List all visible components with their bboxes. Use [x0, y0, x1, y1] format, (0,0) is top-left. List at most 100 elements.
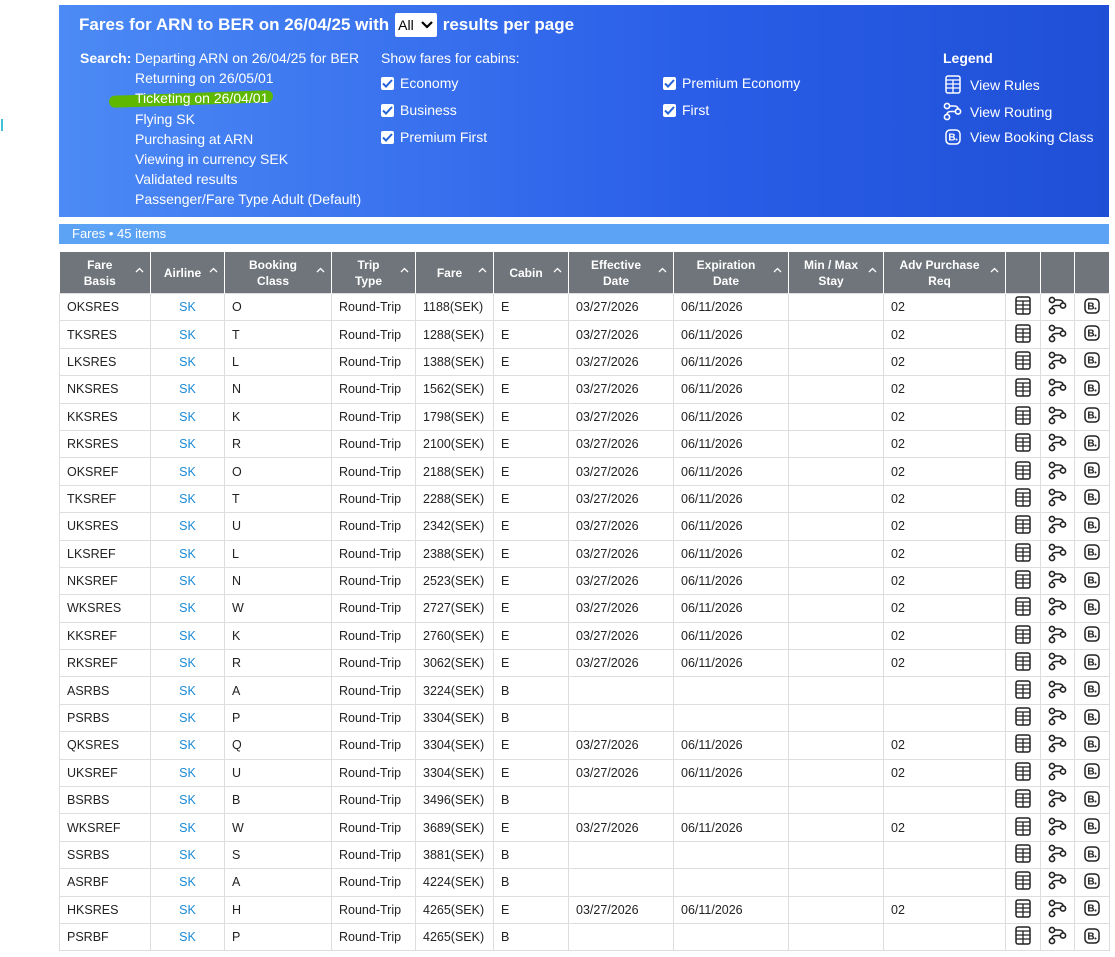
action-cell[interactable]: B	[1074, 429, 1110, 459]
action-cell[interactable]	[1040, 703, 1075, 733]
action-cell[interactable]	[1005, 813, 1041, 842]
table-cell[interactable]: SK	[150, 484, 225, 514]
action-cell[interactable]: B	[1074, 649, 1110, 678]
table-cell[interactable]: SK	[150, 539, 225, 568]
action-cell[interactable]	[1005, 539, 1041, 568]
action-cell[interactable]	[1040, 512, 1075, 541]
column-header[interactable]: Booking Class	[224, 252, 332, 294]
action-cell[interactable]	[1040, 621, 1075, 651]
action-cell[interactable]: B	[1074, 347, 1110, 377]
action-cell[interactable]	[1040, 731, 1075, 760]
action-cell[interactable]	[1005, 320, 1041, 349]
action-cell[interactable]: B	[1074, 922, 1110, 952]
action-cell[interactable]	[1040, 347, 1075, 377]
action-cell[interactable]	[1005, 429, 1041, 459]
action-cell[interactable]	[1005, 375, 1041, 404]
table-cell[interactable]: SK	[150, 320, 225, 349]
action-cell[interactable]	[1005, 786, 1041, 815]
table-cell[interactable]: SK	[150, 347, 225, 377]
action-cell[interactable]	[1005, 292, 1041, 322]
action-cell[interactable]	[1005, 868, 1041, 897]
action-cell[interactable]	[1040, 375, 1075, 404]
table-cell[interactable]: SK	[150, 649, 225, 678]
action-cell[interactable]: B	[1074, 484, 1110, 514]
action-cell[interactable]: B	[1074, 292, 1110, 322]
column-header[interactable]: Fare	[415, 252, 494, 294]
action-cell[interactable]	[1005, 922, 1041, 952]
action-cell[interactable]	[1005, 457, 1041, 486]
action-cell[interactable]	[1040, 786, 1075, 815]
action-cell[interactable]	[1005, 758, 1041, 788]
column-header[interactable]: Trip Type	[331, 252, 416, 294]
table-cell[interactable]: SK	[150, 375, 225, 404]
action-cell[interactable]	[1040, 922, 1075, 952]
table-cell[interactable]: SK	[150, 512, 225, 541]
action-cell[interactable]	[1040, 649, 1075, 678]
action-cell[interactable]	[1040, 813, 1075, 842]
column-header[interactable]: Adv Purchase Req	[883, 252, 1006, 294]
action-cell[interactable]	[1040, 840, 1075, 870]
action-cell[interactable]	[1005, 347, 1041, 377]
action-cell[interactable]	[1005, 731, 1041, 760]
table-cell[interactable]: SK	[150, 402, 225, 431]
column-header[interactable]: Cabin	[493, 252, 569, 294]
action-cell[interactable]: B	[1074, 375, 1110, 404]
action-cell[interactable]	[1005, 676, 1041, 705]
action-cell[interactable]: B	[1074, 703, 1110, 733]
action-cell[interactable]	[1005, 594, 1041, 623]
action-cell[interactable]	[1040, 895, 1075, 924]
table-cell[interactable]: SK	[150, 868, 225, 897]
cabin-checkbox[interactable]: Business	[381, 102, 457, 118]
action-cell[interactable]: B	[1074, 512, 1110, 541]
action-cell[interactable]	[1040, 758, 1075, 788]
table-cell[interactable]: SK	[150, 758, 225, 788]
table-cell[interactable]: SK	[150, 895, 225, 924]
column-header[interactable]: Effective Date	[568, 252, 674, 294]
table-cell[interactable]: SK	[150, 594, 225, 623]
cabin-checkbox[interactable]: Premium Economy	[663, 75, 800, 91]
action-cell[interactable]	[1040, 402, 1075, 431]
action-cell[interactable]	[1040, 676, 1075, 705]
action-cell[interactable]: B	[1074, 786, 1110, 815]
action-cell[interactable]: B	[1074, 731, 1110, 760]
action-cell[interactable]	[1005, 840, 1041, 870]
cabin-checkbox[interactable]: Premium First	[381, 129, 487, 145]
action-cell[interactable]	[1040, 539, 1075, 568]
action-cell[interactable]: B	[1074, 895, 1110, 924]
action-cell[interactable]: B	[1074, 320, 1110, 349]
column-header[interactable]: Expiration Date	[673, 252, 789, 294]
action-cell[interactable]	[1005, 566, 1041, 596]
table-cell[interactable]: SK	[150, 922, 225, 952]
column-header[interactable]: Fare Basis	[59, 252, 151, 294]
per-page-select[interactable]: All	[395, 13, 437, 37]
table-cell[interactable]: SK	[150, 840, 225, 870]
action-cell[interactable]	[1040, 566, 1075, 596]
action-cell[interactable]	[1005, 402, 1041, 431]
action-cell[interactable]	[1005, 621, 1041, 651]
table-cell[interactable]: SK	[150, 621, 225, 651]
action-cell[interactable]: B	[1074, 457, 1110, 486]
action-cell[interactable]	[1005, 484, 1041, 514]
action-cell[interactable]: B	[1074, 402, 1110, 431]
action-cell[interactable]	[1040, 594, 1075, 623]
cabin-checkbox[interactable]: Economy	[381, 75, 458, 91]
action-cell[interactable]	[1005, 895, 1041, 924]
action-cell[interactable]	[1040, 484, 1075, 514]
action-cell[interactable]: B	[1074, 868, 1110, 897]
action-cell[interactable]	[1040, 320, 1075, 349]
action-cell[interactable]: B	[1074, 813, 1110, 842]
table-cell[interactable]: SK	[150, 731, 225, 760]
action-cell[interactable]	[1005, 649, 1041, 678]
action-cell[interactable]: B	[1074, 758, 1110, 788]
action-cell[interactable]	[1040, 457, 1075, 486]
table-cell[interactable]: SK	[150, 566, 225, 596]
action-cell[interactable]	[1005, 703, 1041, 733]
cabin-checkbox[interactable]: First	[663, 102, 709, 118]
action-cell[interactable]	[1040, 868, 1075, 897]
action-cell[interactable]	[1040, 429, 1075, 459]
action-cell[interactable]: B	[1074, 676, 1110, 705]
action-cell[interactable]: B	[1074, 621, 1110, 651]
action-cell[interactable]: B	[1074, 840, 1110, 870]
action-cell[interactable]	[1005, 512, 1041, 541]
action-cell[interactable]	[1040, 292, 1075, 322]
